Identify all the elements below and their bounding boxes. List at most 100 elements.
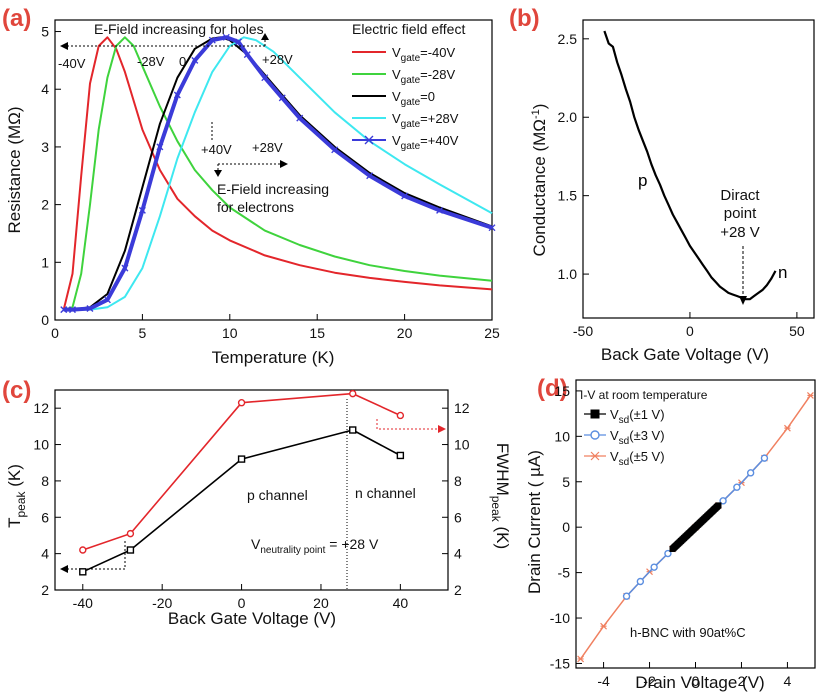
series-point-2 [577,655,585,663]
panel-c-xlabel: Back Gate Voltage (V) [168,609,336,628]
y-tick-label: 2 [41,582,49,598]
panel-c-neutrality: Vneutrality point = +28 V [251,536,379,556]
panel-c-neut-main: V [251,536,261,552]
y-tick-label: 5 [562,474,570,490]
panel-a-p28-bot-label: +28V [252,140,283,155]
y-tick-label: 1.0 [558,266,578,282]
legend-entry-2: Vsd(±5 V) [610,449,665,468]
y-tick-label: 8 [41,473,49,489]
series-point-1 [719,497,727,505]
panel-c-ylabel-sub: peak [14,490,28,517]
y-tick-label: 12 [33,400,49,416]
y-tick-label: 1.5 [558,188,578,204]
legend-entry-1: Vsd(±3 V) [610,428,665,447]
series-point-1 [622,592,631,600]
panel-b-ylabel-sup: -1 [530,109,542,119]
panel-d-label: (d) [537,375,568,402]
series-point-0 [349,389,357,398]
x-tick-label: -40 [73,595,93,611]
panel-c: (c) -40 -20 0 20 40 2 4 6 8 10 12 2 4 6 8 10 12 Back Gat… [2,377,512,628]
series-point-4 [235,38,243,46]
panel-d-footer: h-BNC with 90at%C [630,625,746,640]
panel-c-left-arrowhead [60,565,68,573]
y2-tick-label: 6 [454,509,462,525]
panel-b-label: (b) [509,5,540,32]
series-line-3 [63,36,493,311]
panel-b-dirac-1: Diract [720,187,760,204]
panel-d-xlabel: Drain Voltage (V) [635,673,764,692]
x-tick-label: 10 [222,325,238,341]
x-tick-label: 40 [393,595,409,611]
panel-c-y2label-main: FWHM [493,443,512,496]
y-tick-label: 10 [33,437,49,453]
panel-b-dirac-2: point [724,205,757,222]
x-tick-label: 15 [309,325,325,341]
legend-entry-1: Vgate=-28V [392,67,456,86]
legend-marker-2 [590,451,600,461]
panel-a-zero-label: 0 [179,54,186,69]
series-point-4 [103,296,111,304]
series-point-1 [650,563,658,571]
panel-a-m40-label: -40V [58,56,86,71]
panel-b-ylabel: Conductance (MΩ-1) [530,104,549,257]
panel-a-frame [54,19,493,321]
panel-a-holes-uphead [261,33,269,40]
y-tick-label: 2.5 [558,31,578,47]
x-tick-label: 0 [686,323,694,339]
panel-d-ticks: -4 -2 0 2 4 -15 -10 -5 0 5 10 15 [550,383,792,689]
x-tick-label: 0 [238,595,246,611]
panel-a-electrons-label-1: E-Field increasing [217,181,329,197]
legend-entry-3: Vgate=+28V [392,111,459,130]
panel-a-legend-title: Electric field effect [352,21,465,37]
y-tick-label: 2 [41,197,49,213]
panel-c-ticks: -40 -20 0 20 40 2 4 6 8 10 12 2 4 6 8 10 12 [33,400,469,611]
series-point-4 [173,91,181,99]
panel-c-series [79,389,405,576]
y-tick-label: 4 [41,81,49,97]
panel-c-y2label-sub: peak [489,496,503,523]
panel-a-p40-label: +40V [201,142,232,157]
y-tick-label: -5 [558,565,571,581]
x-tick-label: 50 [789,323,805,339]
panel-a-legend: Electric field effect Vgate=-40V Vgate=-2… [352,21,465,152]
legend-entry-2: Vgate=0 [392,89,435,108]
panel-c-neut-sub: neutrality point [260,545,325,556]
panel-d-ylabel: Drain Current ( µA) [525,450,544,594]
x-tick-label: 20 [397,325,413,341]
x-tick-label: -20 [152,595,172,611]
series-point-4 [401,192,409,200]
x-tick-label: 0 [692,673,700,689]
x-tick-label: 4 [784,673,792,689]
series-point-0 [79,546,87,554]
series-point-4 [68,306,76,314]
panel-a-holes-annotation: E-Field increasing for holes [94,21,264,37]
series-point-4 [278,94,286,102]
panel-c-left-axis-arrow [62,541,126,570]
panel-a-series [60,33,496,314]
series-point-4 [138,206,146,214]
panel-b-p-label: p [638,171,647,190]
x-tick-label: -4 [597,673,610,689]
panel-b-xlabel: Back Gate Voltage (V) [601,345,769,364]
y-tick-label: 2.0 [558,109,578,125]
panel-a-label: (a) [2,5,31,32]
x-tick-label: -2 [643,673,656,689]
series-point-4 [261,74,269,82]
y2-tick-label: 2 [454,582,462,598]
panel-a-holes-arrowhead [60,42,68,50]
panel-b: (b) -50 0 50 1.0 1.5 2.0 2.5 Back Gate Voltage… [509,5,815,364]
y2-tick-label: 12 [454,400,470,416]
panel-d-legend-title: I-V at room temperature [580,388,708,402]
panel-a-electrons-downhead [214,170,222,177]
series-point-0 [715,502,722,509]
panel-c-frame [54,389,449,591]
y2-tick-label: 8 [454,473,462,489]
panel-c-p-channel: p channel [247,487,308,503]
y2-tick-label: 4 [454,546,462,562]
series-point-1 [349,426,357,434]
panel-d-series [577,392,814,663]
x-tick-label: 0 [51,325,59,341]
panel-b-frame [582,19,815,319]
panel-b-dirac-3: +28 V [720,224,760,241]
series-point-4 [331,146,339,154]
